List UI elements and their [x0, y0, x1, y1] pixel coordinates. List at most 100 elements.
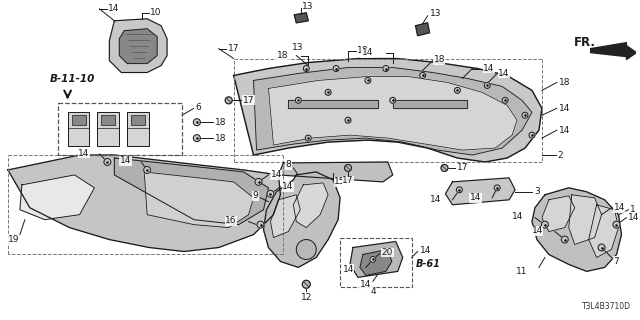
Circle shape	[257, 221, 264, 228]
Text: 19: 19	[8, 235, 19, 244]
Circle shape	[561, 236, 568, 243]
Circle shape	[296, 240, 316, 260]
Bar	[131, 115, 145, 125]
Text: 17: 17	[458, 164, 469, 172]
Circle shape	[370, 256, 376, 262]
Text: 18: 18	[215, 118, 227, 127]
Circle shape	[303, 66, 309, 71]
Circle shape	[144, 166, 150, 173]
Circle shape	[295, 97, 301, 103]
Circle shape	[613, 221, 620, 228]
Polygon shape	[393, 100, 467, 108]
Polygon shape	[144, 172, 253, 228]
Polygon shape	[569, 195, 602, 244]
Polygon shape	[542, 196, 575, 232]
Text: 9: 9	[253, 191, 259, 200]
Text: 20: 20	[382, 248, 393, 257]
Polygon shape	[8, 155, 280, 252]
Polygon shape	[268, 76, 517, 150]
Circle shape	[390, 97, 396, 103]
Text: 6: 6	[195, 103, 201, 112]
Text: 13: 13	[429, 9, 441, 18]
Circle shape	[325, 89, 331, 95]
Text: 12: 12	[301, 293, 312, 302]
Text: FR.: FR.	[573, 36, 596, 49]
Text: 1: 1	[630, 205, 636, 214]
Circle shape	[104, 158, 111, 165]
Text: 14: 14	[483, 64, 495, 73]
Bar	[127, 112, 149, 146]
Text: 14: 14	[430, 195, 442, 204]
Circle shape	[193, 119, 200, 126]
Text: 14: 14	[120, 156, 131, 165]
Text: B-61: B-61	[415, 260, 440, 269]
Circle shape	[267, 190, 274, 197]
Text: 14: 14	[498, 69, 509, 78]
Polygon shape	[589, 205, 618, 258]
Polygon shape	[119, 29, 157, 64]
Circle shape	[522, 112, 528, 118]
Polygon shape	[532, 188, 621, 271]
Text: 7: 7	[614, 257, 620, 266]
Text: 11: 11	[515, 267, 527, 276]
Circle shape	[441, 164, 448, 172]
Bar	[101, 115, 115, 125]
Circle shape	[383, 66, 388, 71]
Circle shape	[484, 83, 490, 88]
Polygon shape	[293, 183, 328, 228]
Circle shape	[333, 66, 339, 71]
Text: 14: 14	[420, 246, 431, 255]
Polygon shape	[109, 19, 167, 73]
Text: 14: 14	[271, 171, 282, 180]
Text: 18: 18	[357, 46, 369, 55]
Polygon shape	[294, 13, 308, 23]
Text: 2: 2	[558, 150, 563, 160]
Polygon shape	[264, 172, 340, 268]
Text: 4: 4	[370, 287, 376, 296]
Bar	[68, 112, 90, 146]
Circle shape	[454, 87, 460, 93]
Circle shape	[541, 221, 548, 228]
Text: 14: 14	[559, 126, 570, 135]
Polygon shape	[234, 59, 542, 162]
Text: 14: 14	[470, 193, 481, 202]
Polygon shape	[350, 242, 403, 277]
Bar	[72, 115, 86, 125]
Polygon shape	[445, 178, 515, 205]
Text: 17: 17	[228, 44, 239, 53]
Circle shape	[302, 280, 310, 288]
Text: 13: 13	[302, 2, 314, 12]
Bar	[58, 103, 182, 155]
Bar	[97, 112, 119, 146]
Text: 17: 17	[342, 176, 354, 185]
Text: 15: 15	[334, 177, 346, 186]
Circle shape	[305, 135, 311, 141]
Text: 3: 3	[534, 187, 540, 196]
Polygon shape	[253, 68, 532, 155]
Text: 13: 13	[292, 43, 303, 52]
Text: 17: 17	[243, 96, 254, 105]
Polygon shape	[115, 158, 268, 225]
Polygon shape	[289, 100, 378, 108]
Circle shape	[529, 132, 535, 138]
Circle shape	[502, 97, 508, 103]
Text: 14: 14	[559, 104, 570, 113]
Circle shape	[494, 185, 500, 191]
Text: 14: 14	[362, 48, 373, 57]
Text: 14: 14	[282, 182, 294, 191]
Text: 14: 14	[532, 226, 543, 235]
Circle shape	[344, 164, 351, 172]
Text: 14: 14	[78, 148, 90, 157]
Circle shape	[193, 135, 200, 142]
Polygon shape	[591, 43, 636, 60]
Text: 14: 14	[342, 265, 354, 274]
Circle shape	[598, 244, 605, 251]
Text: 8: 8	[285, 160, 291, 170]
Circle shape	[345, 117, 351, 123]
Text: 14: 14	[614, 203, 625, 212]
Polygon shape	[20, 175, 95, 220]
Polygon shape	[415, 23, 429, 36]
Text: T3L4B3710D: T3L4B3710D	[582, 302, 632, 311]
Text: 18: 18	[433, 55, 445, 64]
Circle shape	[420, 73, 426, 78]
